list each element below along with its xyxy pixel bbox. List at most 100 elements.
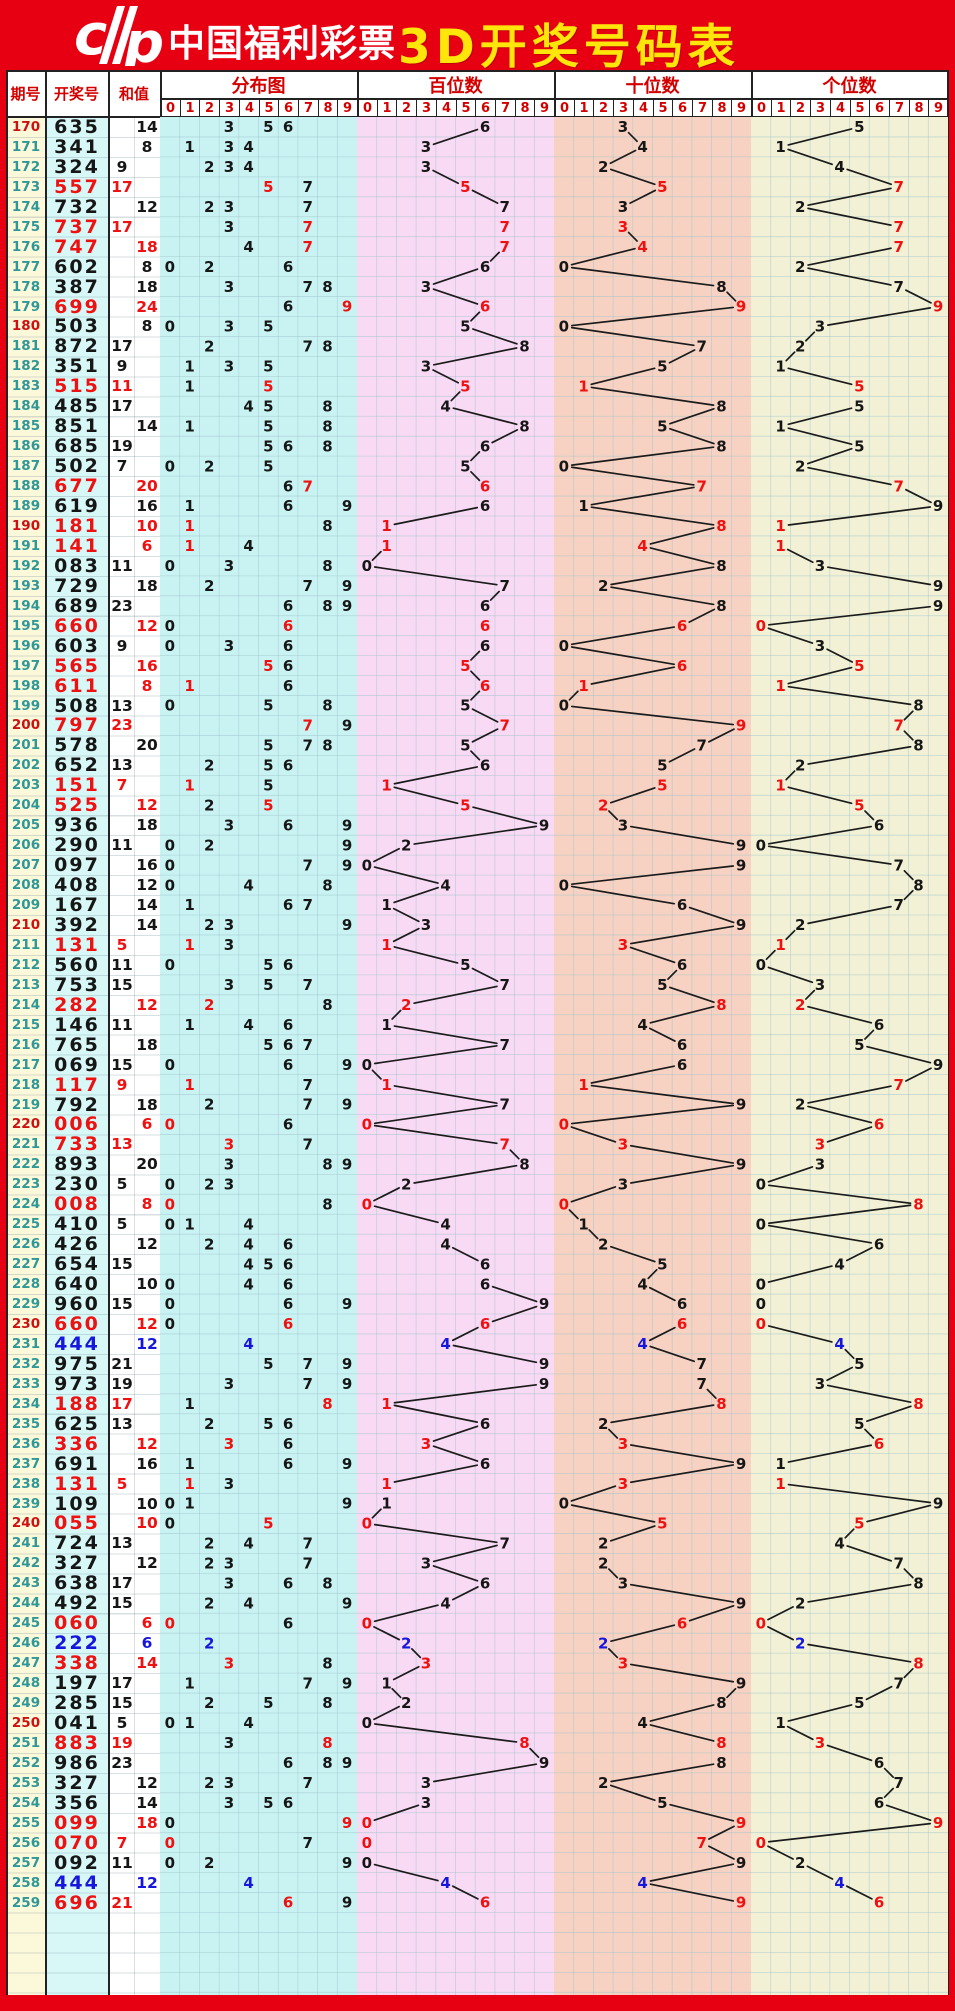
trend-line-segment: [767, 966, 814, 984]
trend-line-segment: [610, 1763, 715, 1783]
period-column-background: [6, 117, 45, 1995]
trend-line-segment: [373, 1044, 498, 1065]
position-digit: 2: [401, 836, 411, 854]
trend-line-segment: [451, 1885, 479, 1900]
position-digit: 1: [381, 537, 391, 555]
distribution-digit: 6: [283, 637, 293, 655]
position-digit: 9: [933, 597, 943, 615]
row-draw-number: 444: [54, 1332, 100, 1355]
distribution-digit: 7: [303, 1076, 313, 1094]
position-digit: 0: [362, 856, 372, 874]
distribution-digit: 6: [283, 956, 293, 974]
trend-line-segment: [393, 786, 459, 805]
trend-line-segment: [432, 1763, 538, 1783]
row-draw-number: 222: [54, 1632, 100, 1655]
distribution-digit: 0: [165, 1275, 175, 1293]
position-digit: 2: [795, 1854, 805, 1872]
position-digit: 1: [381, 517, 391, 535]
column-header-number: 开奖号: [53, 85, 99, 103]
position-digit: 6: [480, 477, 490, 495]
distribution-digit: 1: [184, 358, 194, 376]
distribution-digit: 2: [204, 1594, 214, 1612]
distribution-digit: 8: [322, 517, 332, 535]
position-digit: 7: [500, 1036, 510, 1054]
distribution-digit: 2: [204, 1854, 214, 1872]
row-sum-value: 9: [116, 157, 128, 176]
position-digit: 5: [854, 378, 864, 396]
distribution-digit: 1: [184, 417, 194, 435]
row-period: 192: [11, 557, 41, 574]
distribution-digit: 7: [303, 717, 313, 735]
distribution-digit: 1: [184, 936, 194, 954]
row-period: 256: [11, 1834, 41, 1851]
trend-line-segment: [864, 1428, 875, 1439]
position-digit: 9: [736, 1894, 746, 1912]
position-digit: 3: [421, 1435, 431, 1453]
trend-line-segment: [767, 1184, 912, 1205]
row-draw-number: 689: [54, 594, 100, 617]
distribution-digit: 1: [184, 537, 194, 555]
trend-line-segment: [649, 1704, 715, 1722]
trend-line-segment: [373, 1124, 498, 1145]
row-sum-value: 24: [136, 297, 158, 316]
position-digit: 1: [578, 1215, 588, 1233]
distribution-digit: 6: [283, 437, 293, 455]
trend-line-segment: [767, 845, 892, 865]
trend-line-segment: [767, 1166, 814, 1183]
position-digit: 8: [519, 1734, 529, 1752]
distribution-digit: 2: [204, 1694, 214, 1712]
distribution-digit: 2: [204, 198, 214, 216]
position-digit: 3: [815, 1734, 825, 1752]
tens-digit-chart: 3425334089075185807184828606109755239906…: [554, 117, 751, 1995]
row-period: 218: [11, 1076, 41, 1093]
position-digit: 6: [874, 1235, 884, 1253]
position-digit: 9: [736, 856, 746, 874]
row-sum-value: 20: [136, 1155, 158, 1174]
distribution-digit: 0: [165, 1854, 175, 1872]
trend-line-segment: [846, 168, 893, 186]
row-period: 194: [11, 597, 41, 614]
row-period: 196: [11, 637, 41, 654]
row-period: 188: [11, 478, 41, 495]
position-digit: 5: [657, 757, 667, 775]
distribution-digit: 9: [342, 497, 352, 515]
position-digit: 0: [362, 1714, 372, 1732]
row-period: 222: [11, 1156, 41, 1173]
position-digit: 3: [815, 1375, 825, 1393]
distribution-digit: 6: [283, 1415, 293, 1433]
position-digit: 2: [401, 996, 411, 1014]
row-draw-number: 131: [54, 1472, 100, 1495]
row-sum-value: 21: [111, 1354, 133, 1373]
position-digit: 0: [756, 956, 766, 974]
position-digit: 8: [913, 697, 923, 715]
position-digit: 0: [756, 1275, 766, 1293]
digit-header-top-line: [160, 98, 948, 100]
position-digit: 8: [913, 1195, 923, 1213]
position-digit: 6: [874, 816, 884, 834]
row-sum-value: 8: [141, 1195, 153, 1214]
row-sum-value: 14: [136, 915, 158, 934]
distribution-digit: 5: [263, 976, 273, 994]
row-draw-number: 351: [54, 355, 100, 378]
trend-line-segment: [647, 1268, 658, 1280]
trend-line-segment: [451, 1326, 479, 1342]
trend-line-segment: [826, 648, 854, 663]
trend-line-segment: [472, 806, 538, 825]
position-digit: 5: [460, 457, 470, 475]
position-digit: 7: [500, 1136, 510, 1154]
row-sum-value: 17: [111, 397, 133, 416]
row-period: 205: [11, 817, 41, 834]
position-digit: 2: [795, 258, 805, 276]
row-sum-value: 18: [136, 816, 158, 835]
row-period: 207: [11, 857, 41, 874]
position-digit: 2: [795, 757, 805, 775]
trend-line-segment: [649, 547, 715, 565]
trend-line-segment: [866, 1045, 932, 1064]
position-digit: 1: [775, 417, 785, 435]
position-digit: 9: [933, 497, 943, 515]
trend-line-segment: [708, 1825, 735, 1840]
row-draw-number: 327: [54, 1771, 100, 1794]
position-digit: 6: [480, 1275, 490, 1293]
distribution-digit: 2: [204, 916, 214, 934]
position-digit: 3: [618, 118, 628, 136]
